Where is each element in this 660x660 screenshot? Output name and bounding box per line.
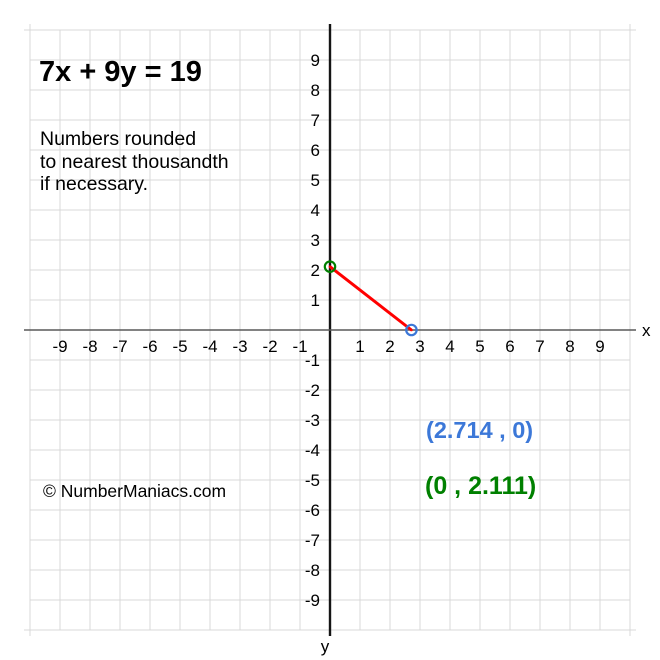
svg-text:4: 4 xyxy=(445,337,454,356)
svg-text:-4: -4 xyxy=(202,337,217,356)
svg-text:-9: -9 xyxy=(305,591,320,610)
svg-text:5: 5 xyxy=(475,337,484,356)
svg-text:8: 8 xyxy=(565,337,574,356)
svg-text:-7: -7 xyxy=(305,531,320,550)
svg-text:1: 1 xyxy=(311,291,320,310)
svg-text:y: y xyxy=(321,637,330,656)
svg-text:-2: -2 xyxy=(262,337,277,356)
svg-text:x: x xyxy=(642,321,651,340)
svg-text:-5: -5 xyxy=(305,471,320,490)
svg-text:-7: -7 xyxy=(112,337,127,356)
svg-text:-5: -5 xyxy=(172,337,187,356)
svg-text:2: 2 xyxy=(385,337,394,356)
svg-text:1: 1 xyxy=(355,337,364,356)
svg-text:2: 2 xyxy=(311,261,320,280)
svg-text:-6: -6 xyxy=(142,337,157,356)
svg-text:5: 5 xyxy=(311,171,320,190)
svg-text:-3: -3 xyxy=(305,411,320,430)
svg-text:7: 7 xyxy=(535,337,544,356)
svg-text:9: 9 xyxy=(311,51,320,70)
svg-text:-3: -3 xyxy=(232,337,247,356)
svg-text:6: 6 xyxy=(311,141,320,160)
svg-text:6: 6 xyxy=(505,337,514,356)
svg-text:-8: -8 xyxy=(305,561,320,580)
svg-text:4: 4 xyxy=(311,201,320,220)
svg-text:-9: -9 xyxy=(52,337,67,356)
svg-text:-4: -4 xyxy=(305,441,320,460)
svg-text:9: 9 xyxy=(595,337,604,356)
svg-text:7: 7 xyxy=(311,111,320,130)
svg-text:8: 8 xyxy=(311,81,320,100)
svg-text:-8: -8 xyxy=(82,337,97,356)
svg-text:3: 3 xyxy=(311,231,320,250)
svg-text:-2: -2 xyxy=(305,381,320,400)
svg-text:-1: -1 xyxy=(305,351,320,370)
svg-text:-6: -6 xyxy=(305,501,320,520)
svg-text:3: 3 xyxy=(415,337,424,356)
